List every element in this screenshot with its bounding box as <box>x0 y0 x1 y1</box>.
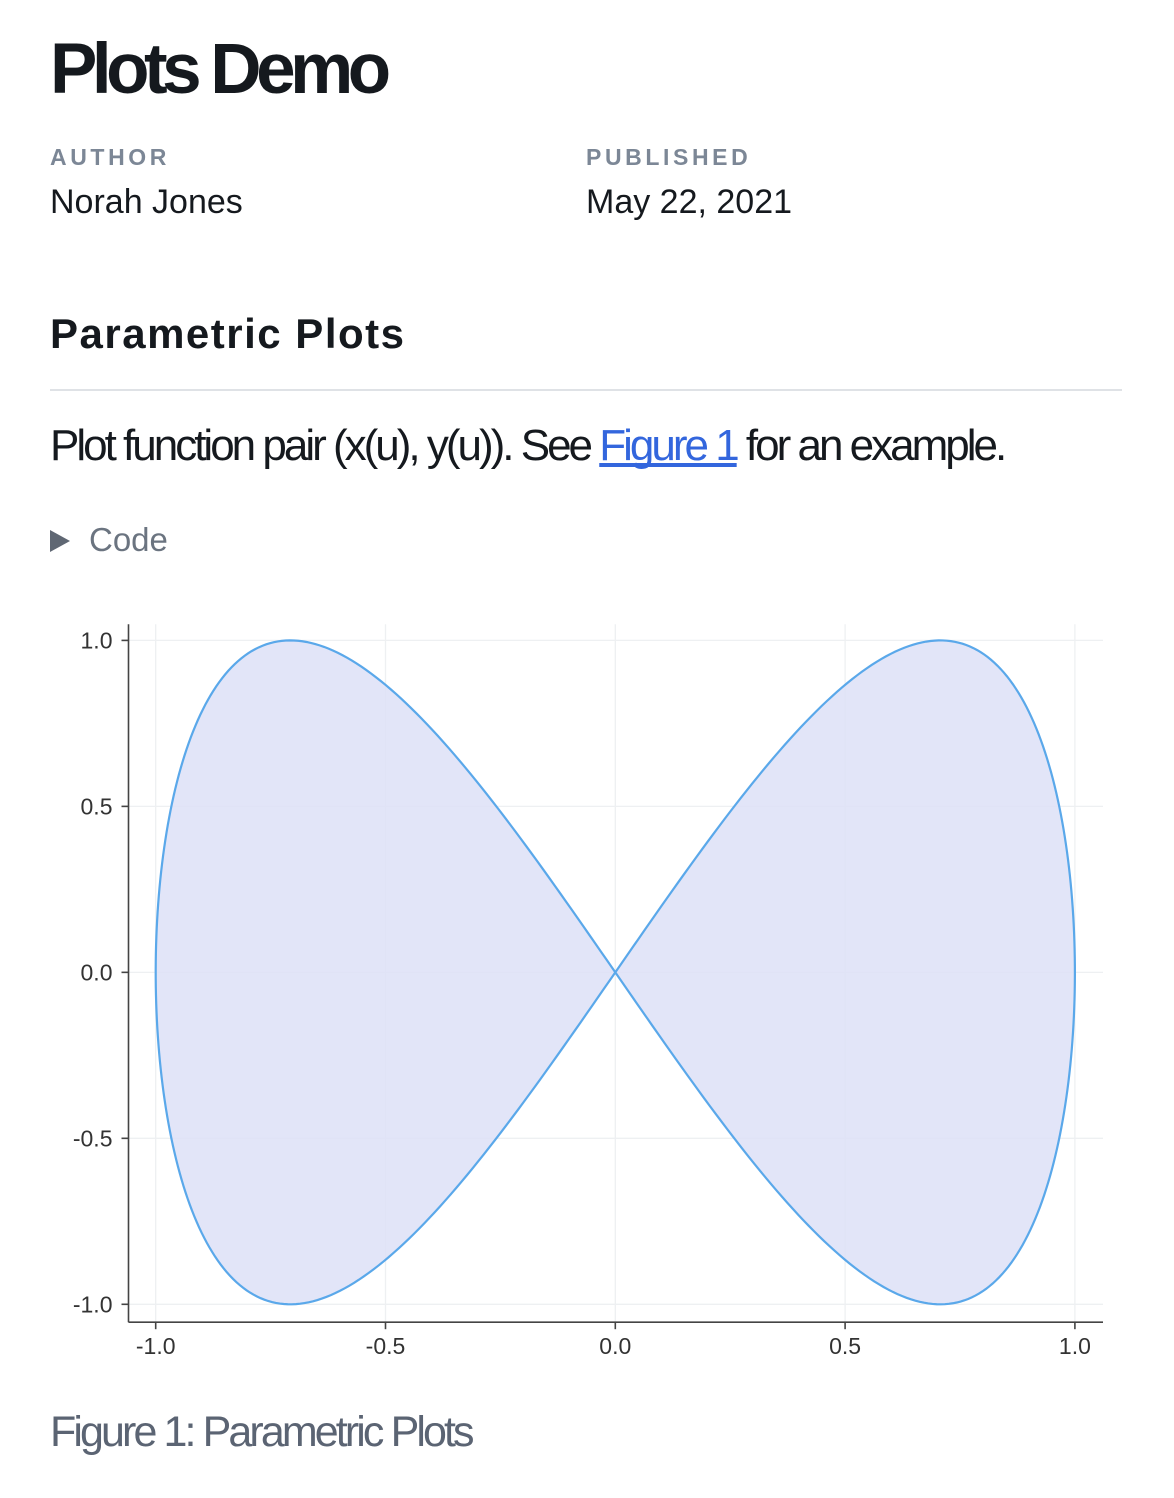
svg-text:0.5: 0.5 <box>81 793 113 819</box>
svg-text:1.0: 1.0 <box>81 627 113 653</box>
svg-text:1.0: 1.0 <box>1059 1333 1091 1358</box>
svg-text:0.5: 0.5 <box>829 1333 861 1358</box>
svg-text:-1.0: -1.0 <box>73 1291 113 1317</box>
svg-text:-0.5: -0.5 <box>366 1333 406 1358</box>
svg-text:0.0: 0.0 <box>81 959 113 985</box>
svg-text:0.0: 0.0 <box>599 1333 631 1358</box>
svg-text:-0.5: -0.5 <box>73 1125 113 1151</box>
svg-text:-1.0: -1.0 <box>136 1333 176 1358</box>
